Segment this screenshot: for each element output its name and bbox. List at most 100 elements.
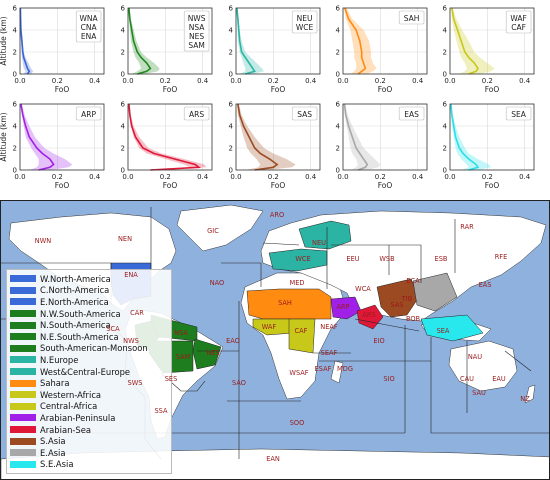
legend-label: N.E.South-America [40, 331, 119, 342]
y-tick-label: 4 [13, 123, 18, 131]
region-label-wsaf: WSAF [289, 369, 309, 377]
x-axis-label: FoO [271, 85, 286, 94]
legend-entry: WAF [510, 14, 526, 23]
legend-item: E.Asia [10, 447, 168, 459]
plot-frame [127, 7, 213, 75]
region-label-ssa: SSA [154, 407, 168, 415]
legend-swatch [10, 437, 36, 445]
region-nes [192, 338, 222, 370]
y-tick-label: 6 [336, 101, 341, 109]
x-tick-label: 0.0 [444, 173, 455, 181]
legend-entry: CAF [511, 23, 526, 32]
y-tick-label: 4 [121, 123, 126, 131]
legend-entry: SAS [297, 110, 312, 119]
region-label-wce: WCE [295, 255, 311, 263]
new-zealand [524, 384, 536, 404]
x-axis-label: FoO [163, 85, 178, 94]
y-tick-label: 4 [121, 27, 126, 35]
y-tick-label: 0 [13, 167, 17, 175]
region-neu [298, 220, 352, 250]
legend-item: N.South-America [10, 319, 168, 331]
legend-item: S.Asia [10, 435, 168, 447]
y-tick-label: 2 [336, 49, 340, 57]
x-tick-label: 0.2 [482, 173, 493, 181]
legend-label: E.North-America [40, 296, 109, 307]
y-tick-label: 0 [121, 167, 125, 175]
region-label-waf: WAF [261, 323, 277, 331]
legend-swatch [10, 368, 36, 376]
uncertainty-band [128, 104, 207, 170]
y-tick-label: 4 [229, 123, 234, 131]
x-tick-label: 0.0 [14, 77, 25, 85]
legend-box [398, 106, 425, 121]
x-tick-label: 0.0 [230, 173, 241, 181]
legend-item: E.North-America [10, 296, 168, 308]
legend-entry: WCE [296, 23, 314, 32]
legend-label: N.Europe [40, 354, 79, 365]
legend-label: C.North-America [40, 285, 110, 296]
x-tick-label: 0.4 [305, 77, 317, 85]
y-tick-label: 6 [229, 5, 234, 13]
x-tick-label: 0.0 [337, 173, 348, 181]
region-label-nen: NEN [117, 235, 133, 243]
mean-line [19, 7, 31, 75]
legend-swatch [10, 460, 36, 468]
region-label-eca: ECA [406, 277, 420, 285]
x-axis-label: FoO [378, 181, 393, 190]
legend-swatch [10, 286, 36, 294]
mean-line [128, 103, 202, 171]
legend-box [75, 106, 102, 121]
x-tick-label: 0.4 [89, 173, 101, 181]
x-axis-label: FoO [55, 181, 70, 190]
x-tick-label: 0.2 [375, 77, 386, 85]
legend-label: W.North-America [40, 273, 111, 284]
y-tick-label: 2 [443, 49, 447, 57]
region-label-gic: GIC [207, 227, 219, 235]
region-label-scar: SCA [106, 325, 120, 333]
legend-swatch [10, 298, 36, 306]
legend-entry: CNA [81, 23, 98, 32]
legend-item: S.E.Asia [10, 459, 168, 471]
uncertainty-band [450, 8, 495, 74]
region-label-nws: NWS [123, 337, 139, 345]
legend-entry: ARS [189, 110, 204, 119]
region-label-wsb: WSB [379, 255, 395, 263]
mean-line [236, 7, 256, 75]
region-label-sam: SAM [175, 353, 191, 361]
x-axis-label: FoO [271, 181, 286, 190]
y-tick-label: 2 [229, 145, 233, 153]
y-tick-label: 0 [121, 71, 125, 79]
region-sah [246, 288, 332, 320]
region-label-rar: RAR [460, 223, 474, 231]
legend-swatch [10, 356, 36, 364]
region-label-rfe: RFE [494, 253, 508, 261]
region-label-seaf: SEAF [320, 349, 338, 357]
legend-label: Arabian-Sea [40, 424, 92, 435]
x-axis-label: FoO [485, 181, 500, 190]
x-tick-label: 0.2 [160, 173, 171, 181]
region-label-eas: EAS [478, 281, 492, 289]
profile-chart-6: 0.0 0.2 0.4 0 2 4 6 FoO ARS [121, 101, 213, 190]
plot-frame [235, 103, 321, 171]
legend-entry: NSA [189, 23, 206, 32]
region-label-sea: SEA [436, 327, 450, 335]
x-tick-label: 0.4 [89, 77, 101, 85]
y-tick-label: 0 [443, 167, 447, 175]
region-label-sas: SAS [390, 301, 404, 309]
x-axis-label: FoO [378, 85, 393, 94]
region-label-ean: EAN [266, 455, 280, 463]
y-tick-label: 4 [229, 27, 234, 35]
legend-entry: NES [189, 32, 204, 41]
legend-entry: SAM [188, 41, 205, 50]
mean-line [344, 7, 367, 75]
legend-item: N.W.South-America [10, 308, 168, 320]
profile-chart-3: 0.0 0.2 0.4 0 2 4 6 FoO SAH [336, 5, 428, 94]
y-tick-label: 6 [229, 101, 234, 109]
region-arp [330, 296, 362, 320]
x-tick-label: 0.0 [14, 173, 25, 181]
region-label-nwn: NWN [34, 237, 52, 245]
legend-swatch [10, 333, 36, 341]
x-tick-label: 0.2 [268, 77, 279, 85]
